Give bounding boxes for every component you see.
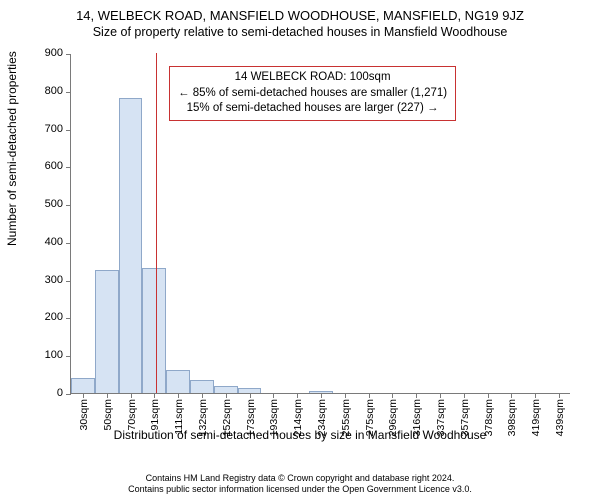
- histogram-bar: [166, 370, 190, 393]
- annotation-line: 15% of semi-detached houses are larger (…: [178, 101, 447, 117]
- figure-container: 14, WELBECK ROAD, MANSFIELD WOODHOUSE, M…: [0, 0, 600, 500]
- figure-footer: Contains HM Land Registry data © Crown c…: [0, 473, 600, 496]
- histogram-bar: [119, 98, 143, 393]
- y-tick-label: 0: [57, 387, 63, 399]
- y-tick-label: 200: [45, 311, 63, 323]
- plot-area: 010020030040050060070080090030sqm50sqm70…: [70, 54, 570, 394]
- x-tick-label: 50sqm: [102, 399, 114, 431]
- histogram-bar: [309, 391, 333, 393]
- annotation-box: 14 WELBECK ROAD: 100sqm← 85% of semi-det…: [169, 66, 456, 121]
- x-tick-label: 70sqm: [126, 399, 138, 431]
- histogram-bar: [238, 388, 262, 393]
- histogram-bar: [214, 386, 238, 393]
- footer-line-1: Contains HM Land Registry data © Crown c…: [0, 473, 600, 485]
- y-tick-label: 800: [45, 85, 63, 97]
- y-axis-label: Number of semi-detached properties: [5, 51, 19, 246]
- figure-title: 14, WELBECK ROAD, MANSFIELD WOODHOUSE, M…: [0, 0, 600, 23]
- chart-wrap: Number of semi-detached properties 01002…: [0, 46, 600, 446]
- y-tick-label: 400: [45, 236, 63, 248]
- footer-line-2: Contains public sector information licen…: [0, 484, 600, 496]
- y-tick-label: 600: [45, 160, 63, 172]
- annotation-line: ← 85% of semi-detached houses are smalle…: [178, 86, 447, 102]
- x-tick-label: 30sqm: [78, 399, 90, 431]
- histogram-bar: [71, 378, 95, 393]
- y-tick-label: 500: [45, 198, 63, 210]
- histogram-bar: [190, 380, 214, 393]
- y-tick-label: 300: [45, 274, 63, 286]
- reference-line: [156, 53, 157, 393]
- y-tick-label: 700: [45, 123, 63, 135]
- annotation-line: 14 WELBECK ROAD: 100sqm: [178, 70, 447, 86]
- x-axis-label: Distribution of semi-detached houses by …: [0, 428, 600, 442]
- x-tick-label: 91sqm: [149, 399, 161, 431]
- y-tick-label: 900: [45, 47, 63, 59]
- histogram-bar: [142, 268, 166, 393]
- figure-subtitle: Size of property relative to semi-detach…: [0, 23, 600, 39]
- histogram-bar: [95, 270, 119, 393]
- y-tick-label: 100: [45, 349, 63, 361]
